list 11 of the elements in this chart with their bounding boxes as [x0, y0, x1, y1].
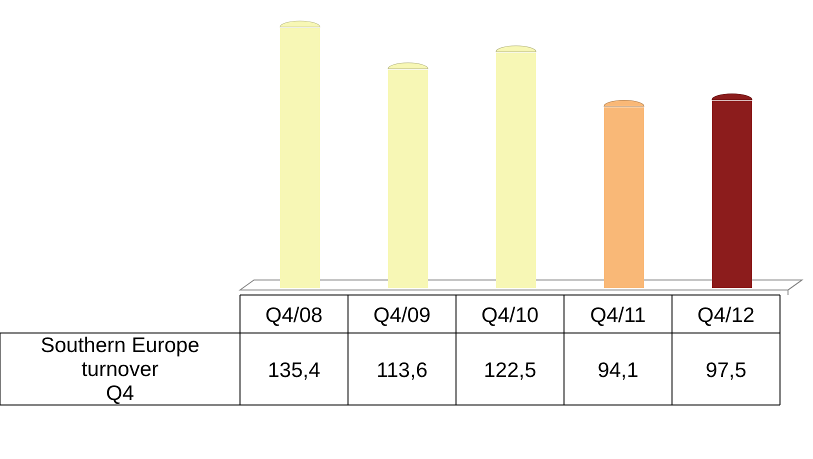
data-label: 113,6: [376, 359, 428, 382]
x-tick-label: Q4/09: [373, 304, 431, 327]
x-tick-label: Q4/11: [590, 304, 646, 327]
data-label: 94,1: [598, 359, 638, 382]
data-label: 97,5: [706, 359, 746, 382]
data-label: 122,5: [484, 359, 536, 382]
x-tick-label: Q4/10: [481, 304, 539, 327]
data-label: 135,4: [268, 359, 321, 382]
x-tick-label: Q4/12: [697, 304, 755, 327]
text: Southern Europe turnover Q4: [40, 334, 200, 405]
x-tick-label: Q4/08: [265, 304, 323, 327]
